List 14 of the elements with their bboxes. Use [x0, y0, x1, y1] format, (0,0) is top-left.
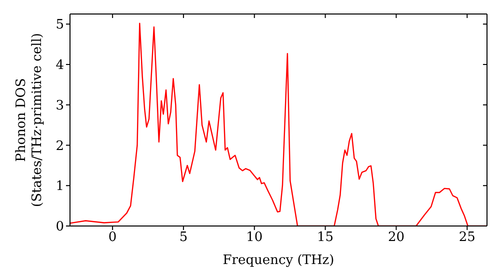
y-tick-label: 2 — [56, 138, 64, 154]
x-tick-label: 0 — [108, 230, 117, 246]
y-tick-label: 1 — [56, 179, 64, 194]
x-tick-label: 5 — [179, 230, 188, 246]
y-tick-label: 5 — [56, 18, 64, 33]
x-tick-label: 20 — [388, 230, 404, 246]
y-tick-label: 3 — [56, 98, 64, 114]
x-tick-label: 15 — [317, 230, 334, 246]
y-axis-title: Phonon DOS (States/THz·primitive cell) — [14, 32, 45, 208]
x-tick-label: 25 — [458, 230, 476, 246]
y-tick-label: 4 — [56, 58, 64, 74]
x-tick-label: 10 — [246, 230, 263, 246]
y-tick-label: 0 — [56, 220, 64, 235]
x-axis-title: Frequency (THz) — [222, 253, 334, 268]
